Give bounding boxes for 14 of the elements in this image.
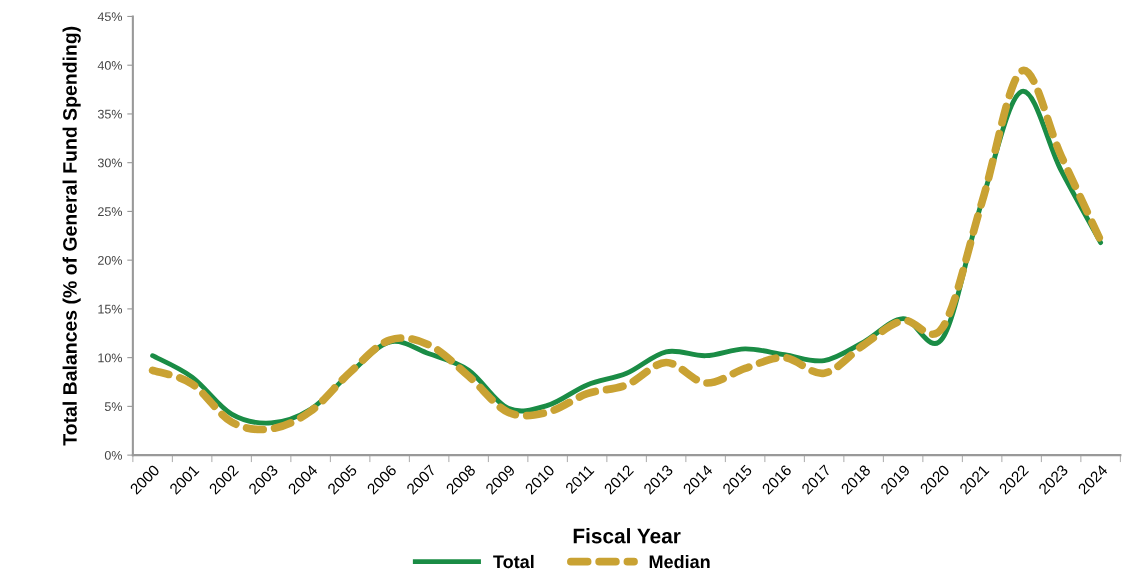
y-tick-label: 45% <box>97 12 123 22</box>
y-axis-title: Total Balances (% of General Fund Spending) <box>62 26 81 446</box>
y-tick-label: 25% <box>98 207 123 217</box>
legend-label: Median <box>649 554 710 569</box>
y-tick-label: 10% <box>98 353 123 363</box>
y-tick-label: 20% <box>98 255 123 265</box>
y-tick-label: 0% <box>104 450 123 460</box>
y-tick-label: 30% <box>97 158 123 168</box>
y-tick-label: 35% <box>97 109 123 119</box>
y-tick-label: 40% <box>97 61 123 70</box>
x-axis-title: Fiscal Year <box>573 528 681 544</box>
y-tick-label: 15% <box>98 304 123 314</box>
y-tick-label: 5% <box>104 402 123 412</box>
legend-label: Total <box>493 554 534 569</box>
